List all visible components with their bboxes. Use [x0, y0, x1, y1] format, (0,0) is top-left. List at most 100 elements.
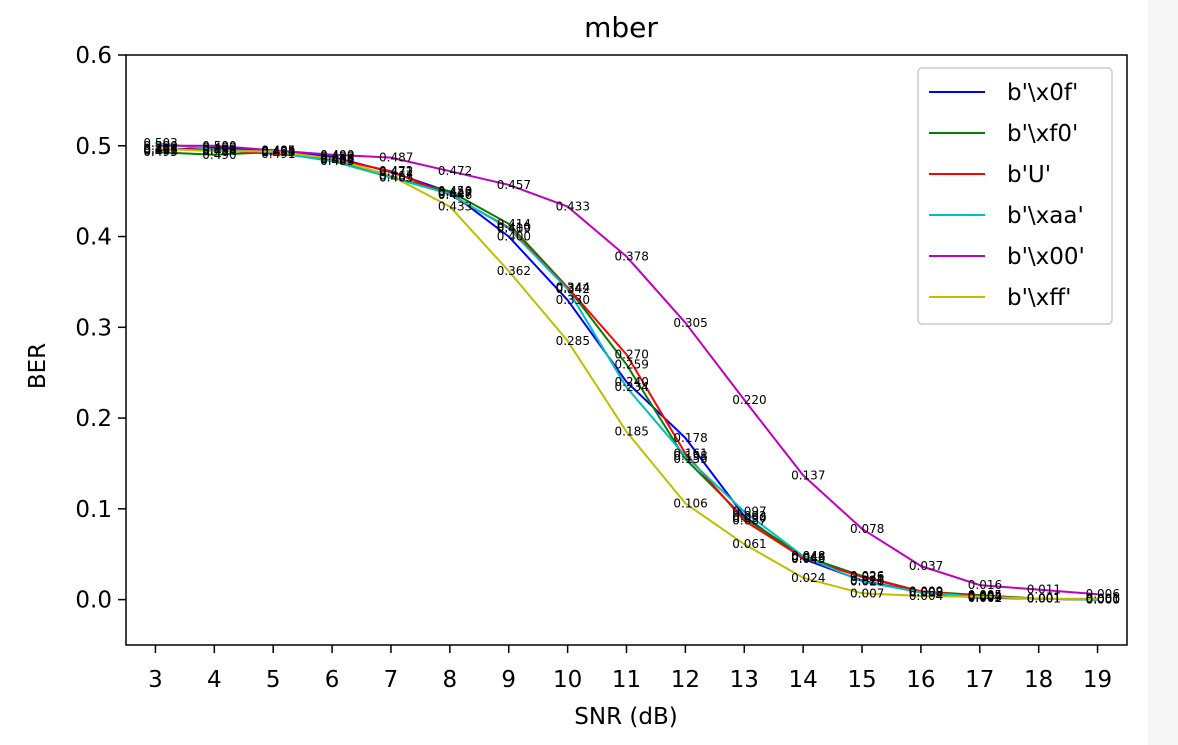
legend-label: b'\x0f' [1007, 80, 1078, 106]
data-label: 0.285 [556, 334, 590, 348]
data-label: 0.495 [143, 143, 177, 157]
data-label: 0.494 [261, 144, 295, 158]
data-label: 0.490 [320, 148, 354, 162]
data-label: 0.000 [1086, 593, 1120, 607]
data-label: 0.000 [1086, 593, 1120, 607]
x-tick-label: 9 [501, 667, 516, 693]
data-label: 0.485 [320, 152, 354, 166]
data-label: 0.026 [850, 569, 884, 583]
data-label: 0.472 [438, 164, 472, 178]
data-label: 0.494 [202, 144, 236, 158]
data-label: 0.450 [438, 184, 472, 198]
data-label: 0.457 [497, 178, 531, 192]
data-label: 0.001 [1027, 592, 1061, 606]
plot-area: 0.495 0.498 0.495 0.4880.4710.4490.4000.330… [75, 43, 1128, 693]
data-label: 0.503 [143, 136, 177, 150]
y-axis-label: BER [25, 343, 51, 389]
y-tick-label: 0.0 [75, 588, 112, 614]
data-label: 0.493 [261, 145, 295, 159]
data-label: 0.178 [673, 431, 707, 445]
data-label: 0.005 [968, 588, 1002, 602]
data-label: 0.465 [379, 171, 413, 185]
data-label: 0.000 [1086, 593, 1120, 607]
data-label: 0.487 [379, 151, 413, 165]
data-label: 0.486 [320, 152, 354, 166]
data-label: 0.449 [438, 185, 472, 199]
y-tick-label: 0.4 [75, 225, 112, 251]
data-label: 0.483 [320, 154, 354, 168]
x-tick-label: 16 [906, 667, 935, 693]
data-label: 0.008 [909, 585, 943, 599]
data-label: 0.344 [556, 280, 590, 294]
x-tick-label: 14 [789, 667, 818, 693]
data-label: 0.400 [497, 230, 531, 244]
data-label: 0.472 [379, 164, 413, 178]
data-label: 0.305 [673, 316, 707, 330]
data-label: 0.008 [909, 585, 943, 599]
x-tick-label: 7 [384, 667, 399, 693]
x-tick-label: 15 [847, 667, 876, 693]
x-tick-label: 17 [965, 667, 994, 693]
data-label: 0.497 [143, 142, 177, 156]
x-tick-label: 19 [1083, 667, 1112, 693]
data-label: 0.016 [968, 578, 1002, 592]
legend-label: b'\x00' [1007, 244, 1085, 270]
y-tick-label: 0.5 [75, 134, 112, 160]
data-label: 0.259 [615, 358, 649, 372]
x-tick-label: 10 [553, 667, 582, 693]
series-line-4 [155, 144, 1098, 596]
data-label: 0.090 [732, 511, 766, 525]
y-tick-label: 0.3 [75, 315, 112, 341]
data-label: 0.414 [497, 217, 531, 231]
data-label: 0.003 [968, 590, 1002, 604]
data-label: 0.378 [615, 250, 649, 264]
data-label: 0.465 [379, 171, 413, 185]
data-label: 0.007 [850, 586, 884, 600]
series-line-5 [155, 147, 1098, 600]
data-label: 0.021 [850, 574, 884, 588]
data-label: 0.106 [673, 496, 707, 510]
legend-label: b'\xf0' [1007, 121, 1078, 147]
x-tick-label: 6 [325, 667, 340, 693]
data-label: 0.001 [1027, 592, 1061, 606]
data-label: 0.078 [850, 522, 884, 536]
x-tick-label: 4 [207, 667, 222, 693]
data-label: 0.493 [261, 145, 295, 159]
data-label: 0.004 [968, 589, 1002, 603]
data-label: 0.155 [673, 452, 707, 466]
data-label: 0.488 [320, 150, 354, 164]
legend-label: b'\xaa' [1007, 203, 1084, 229]
data-label: 0.344 [556, 280, 590, 294]
data-label: 0.433 [438, 200, 472, 214]
data-label: 0.025 [850, 570, 884, 584]
data-label: 0.000 [1086, 593, 1120, 607]
legend-label: b'U' [1007, 162, 1051, 188]
x-tick-label: 8 [443, 667, 458, 693]
chart-title: mber [584, 11, 658, 44]
data-label: 0.009 [909, 584, 943, 598]
data-label: 0.048 [791, 549, 825, 563]
x-tick-label: 3 [148, 667, 163, 693]
data-label: 0.009 [909, 584, 943, 598]
data-label: 0.330 [556, 293, 590, 307]
series-line-3 [155, 142, 1098, 601]
data-label: 0.185 [615, 425, 649, 439]
x-tick-label: 5 [266, 667, 281, 693]
data-label: 0.495 [261, 143, 295, 157]
x-axis-label: SNR (dB) [574, 704, 677, 730]
data-label: 0.410 [497, 221, 531, 235]
data-label: 0.003 [968, 590, 1002, 604]
data-label: 0.048 [791, 549, 825, 563]
data-label: 0.001 [1027, 592, 1061, 606]
data-label: 0.001 [1086, 592, 1120, 606]
data-label: 0.500 [143, 139, 177, 153]
data-label: 0.486 [320, 152, 354, 166]
data-label: 0.158 [673, 449, 707, 463]
data-label: 0.493 [143, 145, 177, 159]
data-label: 0.342 [556, 282, 590, 296]
data-label: 0.220 [732, 393, 766, 407]
x-tick-label: 18 [1024, 667, 1053, 693]
data-label: 0.161 [673, 447, 707, 461]
y-tick-label: 0.1 [75, 497, 112, 523]
